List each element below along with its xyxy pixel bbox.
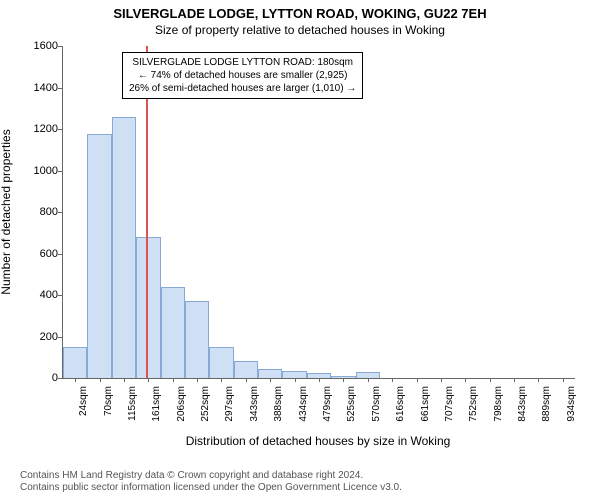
x-tick-label: 206sqm [176, 386, 187, 422]
y-tick-label: 1400 [28, 82, 58, 94]
y-tick [58, 212, 62, 213]
y-tick-label: 800 [28, 206, 58, 218]
histogram-bar [282, 371, 306, 378]
y-tick-label: 600 [28, 248, 58, 260]
x-tick-label: 115sqm [127, 386, 138, 421]
x-tick-label: 570sqm [371, 386, 382, 422]
x-tick [75, 378, 76, 382]
y-tick-label: 400 [28, 289, 58, 301]
y-tick [58, 46, 62, 47]
chart-subtitle: Size of property relative to detached ho… [0, 23, 600, 37]
x-tick [490, 378, 491, 382]
x-tick-label: 434sqm [298, 386, 309, 422]
y-tick-label: 0 [28, 372, 58, 384]
histogram-bar [234, 361, 258, 378]
x-tick [246, 378, 247, 382]
annotation-box: SILVERGLADE LODGE LYTTON ROAD: 180sqm ← … [122, 52, 363, 99]
x-tick-label: 161sqm [151, 386, 162, 422]
x-tick [221, 378, 222, 382]
y-tick [58, 295, 62, 296]
histogram-bar [112, 117, 136, 378]
x-tick-label: 343sqm [249, 386, 260, 422]
x-axis-label: Distribution of detached houses by size … [62, 434, 574, 448]
histogram-bar [258, 369, 282, 378]
x-tick-label: 752sqm [468, 386, 479, 422]
x-tick-label: 616sqm [395, 386, 406, 422]
x-tick [173, 378, 174, 382]
x-tick [563, 378, 564, 382]
histogram-bar [136, 237, 160, 378]
x-tick-label: 297sqm [224, 386, 235, 422]
x-tick-label: 843sqm [517, 386, 528, 422]
y-tick-label: 1600 [28, 40, 58, 52]
x-tick-label: 661sqm [420, 386, 431, 422]
x-tick-label: 252sqm [200, 386, 211, 422]
histogram-bar [161, 287, 185, 378]
y-tick [58, 129, 62, 130]
x-tick [148, 378, 149, 382]
y-tick-label: 1000 [28, 165, 58, 177]
chart-title: SILVERGLADE LODGE, LYTTON ROAD, WOKING, … [0, 6, 600, 21]
x-tick [465, 378, 466, 382]
x-tick [417, 378, 418, 382]
y-tick-label: 200 [28, 331, 58, 343]
y-tick [58, 254, 62, 255]
x-tick-label: 525sqm [346, 386, 357, 422]
histogram-bar [209, 347, 233, 378]
x-tick [392, 378, 393, 382]
x-tick [124, 378, 125, 382]
x-tick-label: 707sqm [444, 386, 455, 422]
x-tick-label: 798sqm [493, 386, 504, 422]
x-tick-label: 934sqm [566, 386, 577, 422]
x-tick [270, 378, 271, 382]
attribution-line1: Contains HM Land Registry data © Crown c… [20, 470, 402, 482]
y-tick [58, 171, 62, 172]
x-tick [538, 378, 539, 382]
x-tick-label: 479sqm [322, 386, 333, 422]
x-tick-label: 24sqm [78, 386, 89, 416]
x-tick [368, 378, 369, 382]
x-tick [295, 378, 296, 382]
attribution: Contains HM Land Registry data © Crown c… [20, 470, 402, 494]
histogram-bar [185, 301, 209, 378]
y-axis-label: Number of detached properties [0, 129, 13, 294]
x-tick-label: 388sqm [273, 386, 284, 422]
x-tick [441, 378, 442, 382]
histogram-bar [63, 347, 87, 378]
annotation-line3: 26% of semi-detached houses are larger (… [129, 82, 356, 95]
chart-container: SILVERGLADE LODGE, LYTTON ROAD, WOKING, … [0, 0, 600, 500]
annotation-line1: SILVERGLADE LODGE LYTTON ROAD: 180sqm [129, 56, 356, 69]
x-tick-label: 70sqm [103, 386, 114, 416]
x-tick [514, 378, 515, 382]
x-tick [319, 378, 320, 382]
x-tick [343, 378, 344, 382]
y-tick [58, 337, 62, 338]
x-tick [100, 378, 101, 382]
y-tick [58, 88, 62, 89]
attribution-line2: Contains public sector information licen… [20, 482, 402, 494]
y-tick-label: 1200 [28, 123, 58, 135]
x-tick-label: 889sqm [541, 386, 552, 422]
y-tick [58, 378, 62, 379]
annotation-line2: ← 74% of detached houses are smaller (2,… [129, 69, 356, 82]
x-tick [197, 378, 198, 382]
histogram-bar [87, 134, 111, 378]
